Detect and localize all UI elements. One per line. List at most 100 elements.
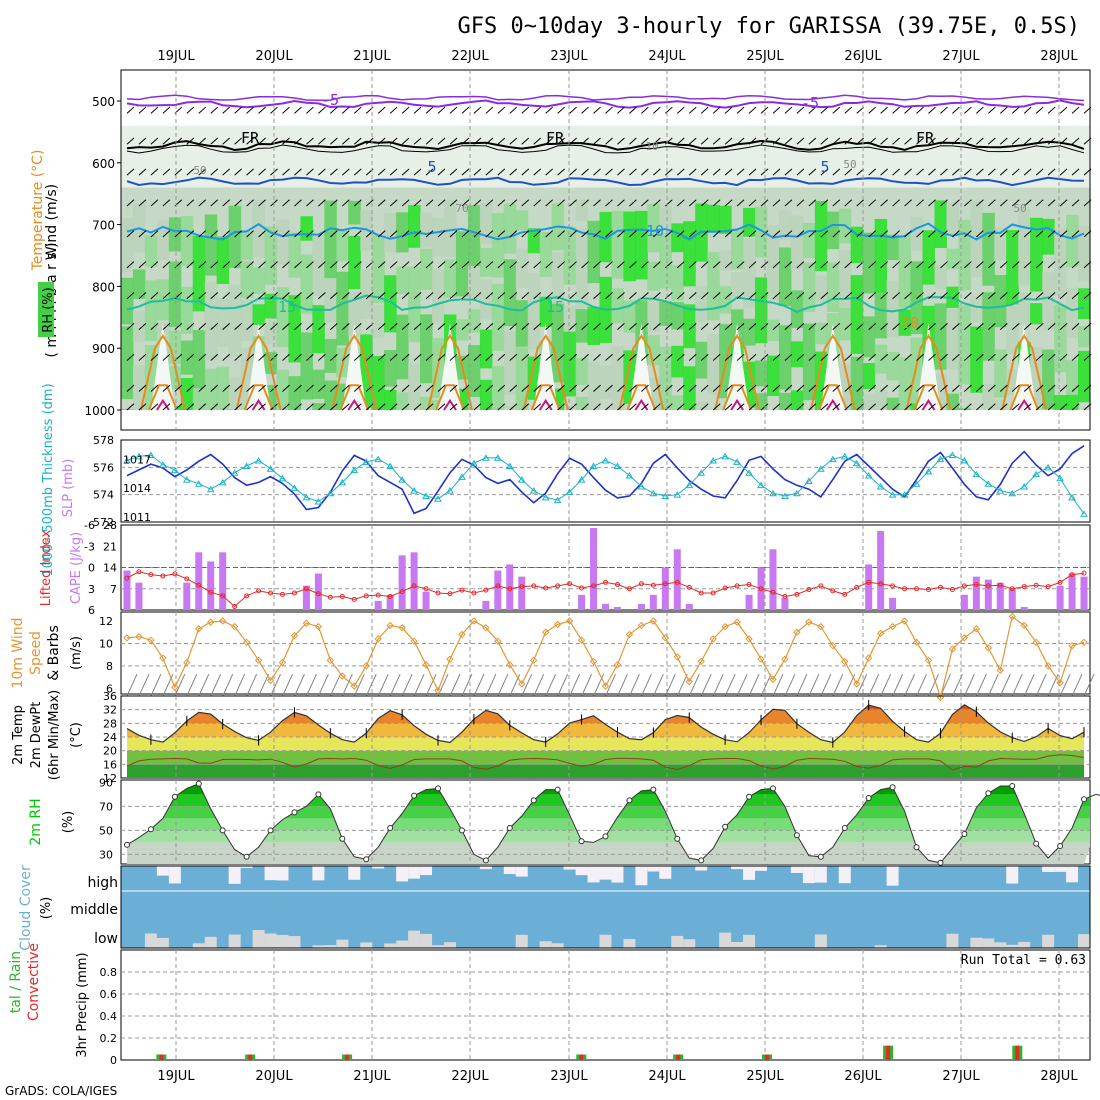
wind-barb <box>413 106 422 114</box>
wind-barb <box>174 322 183 331</box>
wind-barb <box>186 292 195 300</box>
wind-barb <box>976 403 984 411</box>
pressure-tick-label: 900 <box>92 342 115 356</box>
cape-bar <box>613 606 621 610</box>
thickness-marker <box>158 461 167 468</box>
wind-barb <box>987 137 996 145</box>
wind-barb <box>330 230 338 238</box>
wind-barb <box>1059 292 1068 300</box>
contour-label: -5 <box>321 91 339 109</box>
rh-cell <box>898 357 912 410</box>
cape-bar <box>590 528 598 610</box>
wind10-marker <box>434 686 442 695</box>
wind-barb <box>688 137 697 145</box>
wind-barb <box>282 322 290 331</box>
li-marker <box>758 586 764 592</box>
contour-25c <box>147 384 178 411</box>
wind-barb <box>940 292 948 300</box>
rh-cell <box>252 267 266 294</box>
wind-barb <box>916 199 924 207</box>
wind-barb <box>258 292 266 300</box>
rh-cell <box>1030 303 1043 325</box>
wind10-barb <box>329 673 341 697</box>
cloud-low-cell <box>192 943 205 948</box>
cape-bar <box>877 531 885 610</box>
label-precip-c: 3hr Precip (mm) <box>75 952 90 1057</box>
wind-barb <box>820 261 829 269</box>
rh-cell <box>264 320 278 345</box>
cloud-high-cell <box>1006 866 1019 884</box>
slp-tick: 1017 <box>123 453 151 466</box>
wind-barb <box>772 384 781 392</box>
label-wind10-unit: (m/s) <box>69 636 84 670</box>
wind-barb <box>664 199 673 207</box>
wind-barb <box>162 322 171 331</box>
wind-barb <box>485 168 494 176</box>
contour-label: -5 <box>801 94 819 112</box>
wind-barb <box>952 137 960 145</box>
wind-barb <box>832 137 841 145</box>
precip-tick: 0.6 <box>100 988 118 1001</box>
wind10-barb <box>916 673 927 697</box>
rh-cell <box>372 305 385 338</box>
rh-cell <box>228 377 242 408</box>
wind-barb <box>856 353 865 361</box>
wind-barb <box>617 261 625 269</box>
li-marker <box>567 581 573 587</box>
contour-25c <box>1009 384 1040 411</box>
rh-cell <box>755 360 768 387</box>
thickness-marker <box>1020 482 1029 490</box>
wind-barb <box>353 230 362 238</box>
cloud-high-cell <box>408 866 421 879</box>
rh-marker <box>530 797 537 804</box>
wind-barb <box>964 137 972 145</box>
wind-barb <box>976 199 984 207</box>
wind-barb <box>605 292 613 300</box>
li-marker <box>914 586 920 592</box>
rh-cell <box>1054 395 1067 410</box>
wind-barb <box>389 403 398 411</box>
wind-barb <box>401 230 410 238</box>
wind-barb <box>377 292 386 300</box>
wind-barb <box>880 292 888 300</box>
wind-barb <box>772 353 781 361</box>
date-label-top: 23JUL <box>550 49 588 64</box>
rh-cell <box>826 262 840 312</box>
date-label-top: 22JUL <box>451 49 489 64</box>
wind-barb <box>401 137 410 145</box>
wind-barb <box>341 261 350 269</box>
li-tick: 0 <box>88 562 95 575</box>
rh-cell <box>479 329 493 369</box>
li-marker <box>866 579 872 585</box>
wind10-marker <box>254 656 263 665</box>
wind10-marker <box>733 618 741 626</box>
cape-bar <box>374 600 382 610</box>
rh-cell <box>886 280 900 337</box>
wind-barb <box>688 322 697 331</box>
wind-barb <box>1011 322 1020 331</box>
wind-barb <box>820 106 829 114</box>
wind-barb <box>832 168 841 176</box>
wind-barb <box>617 199 625 207</box>
wind-barb <box>1011 168 1020 176</box>
wind-barb <box>844 384 853 392</box>
wind-barb <box>353 353 362 361</box>
contour-label: FR <box>916 129 935 147</box>
wind10-barb <box>617 673 628 697</box>
wind-barb <box>1011 353 1020 361</box>
wind-barb <box>748 168 757 176</box>
wind-barb <box>784 322 793 331</box>
wind-barb <box>700 322 709 331</box>
contour-freezing <box>126 139 1085 152</box>
wind10-barb <box>413 673 425 697</box>
wind-barb <box>653 261 661 269</box>
wind-barb <box>581 261 589 269</box>
cloud-high-cell <box>790 866 803 874</box>
cloud-high-cell <box>168 866 181 884</box>
contour-label: 50 <box>843 158 856 171</box>
wind-barb <box>641 292 649 300</box>
thickness-marker <box>230 469 239 476</box>
rh-marker <box>722 823 729 830</box>
wind-barb <box>1071 292 1080 300</box>
wind-barb <box>748 199 757 207</box>
